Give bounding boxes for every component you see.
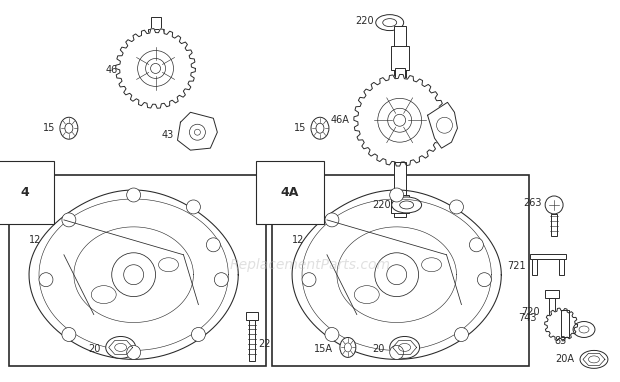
Text: 15: 15 bbox=[43, 123, 55, 133]
Circle shape bbox=[390, 345, 404, 359]
Text: 220: 220 bbox=[355, 16, 374, 26]
Circle shape bbox=[325, 327, 339, 342]
Circle shape bbox=[192, 327, 205, 342]
Circle shape bbox=[62, 327, 76, 342]
Polygon shape bbox=[177, 112, 218, 150]
Text: 263: 263 bbox=[524, 198, 542, 208]
Ellipse shape bbox=[392, 197, 422, 213]
Text: 220: 220 bbox=[372, 200, 391, 210]
Circle shape bbox=[187, 200, 200, 214]
Text: 20A: 20A bbox=[555, 354, 574, 364]
Text: 83: 83 bbox=[555, 337, 567, 346]
Text: 4: 4 bbox=[20, 186, 29, 199]
Bar bbox=[391, 195, 409, 213]
Circle shape bbox=[126, 188, 141, 202]
Bar bbox=[151, 17, 161, 47]
Ellipse shape bbox=[106, 337, 136, 358]
Ellipse shape bbox=[340, 337, 356, 358]
Circle shape bbox=[302, 273, 316, 286]
Text: 743: 743 bbox=[519, 312, 537, 322]
Ellipse shape bbox=[390, 337, 420, 358]
Polygon shape bbox=[116, 29, 195, 108]
Circle shape bbox=[454, 327, 469, 342]
Circle shape bbox=[112, 253, 156, 296]
Bar bbox=[249, 319, 255, 361]
Text: 46A: 46A bbox=[331, 115, 350, 125]
Polygon shape bbox=[29, 190, 238, 359]
Circle shape bbox=[545, 196, 563, 214]
Bar bbox=[561, 309, 569, 337]
Ellipse shape bbox=[159, 258, 179, 272]
Ellipse shape bbox=[580, 350, 608, 368]
Bar bbox=[559, 259, 564, 275]
Text: 15: 15 bbox=[294, 123, 306, 133]
Circle shape bbox=[374, 253, 418, 296]
Circle shape bbox=[39, 273, 53, 286]
Text: 720: 720 bbox=[521, 307, 540, 317]
Polygon shape bbox=[292, 190, 502, 359]
Bar bbox=[151, 44, 159, 55]
Polygon shape bbox=[428, 102, 458, 148]
Bar bbox=[532, 259, 537, 275]
Circle shape bbox=[469, 238, 484, 252]
Bar bbox=[391, 45, 409, 70]
Bar bbox=[394, 26, 405, 97]
Ellipse shape bbox=[422, 258, 441, 272]
Text: ReplacementParts.com: ReplacementParts.com bbox=[229, 258, 391, 272]
Circle shape bbox=[477, 273, 491, 286]
Text: 12: 12 bbox=[292, 235, 304, 245]
Ellipse shape bbox=[376, 15, 404, 31]
Polygon shape bbox=[354, 74, 446, 166]
Circle shape bbox=[215, 273, 228, 286]
Bar bbox=[272, 175, 529, 366]
Bar bbox=[545, 290, 559, 298]
Bar bbox=[246, 312, 258, 319]
Bar bbox=[530, 254, 566, 259]
Bar bbox=[394, 162, 405, 217]
Circle shape bbox=[126, 345, 141, 359]
Ellipse shape bbox=[573, 322, 595, 337]
Bar bbox=[9, 175, 266, 366]
Ellipse shape bbox=[91, 286, 116, 304]
Circle shape bbox=[390, 188, 404, 202]
Text: 12: 12 bbox=[29, 235, 42, 245]
Text: 721: 721 bbox=[508, 261, 526, 271]
Text: 20: 20 bbox=[373, 345, 385, 354]
Bar bbox=[395, 68, 405, 83]
Circle shape bbox=[206, 238, 220, 252]
Circle shape bbox=[325, 213, 339, 227]
Text: 20: 20 bbox=[89, 345, 101, 354]
Text: 43: 43 bbox=[161, 130, 174, 140]
Bar bbox=[148, 29, 164, 42]
Polygon shape bbox=[544, 308, 577, 341]
Text: 15A: 15A bbox=[314, 345, 333, 354]
Ellipse shape bbox=[311, 117, 329, 139]
Bar bbox=[551, 214, 557, 236]
Text: 46: 46 bbox=[105, 65, 118, 75]
Bar bbox=[549, 298, 555, 327]
Circle shape bbox=[62, 213, 76, 227]
Text: 22: 22 bbox=[258, 340, 271, 350]
Ellipse shape bbox=[355, 286, 379, 304]
Ellipse shape bbox=[60, 117, 78, 139]
Circle shape bbox=[450, 200, 463, 214]
Text: 4A: 4A bbox=[281, 186, 299, 199]
